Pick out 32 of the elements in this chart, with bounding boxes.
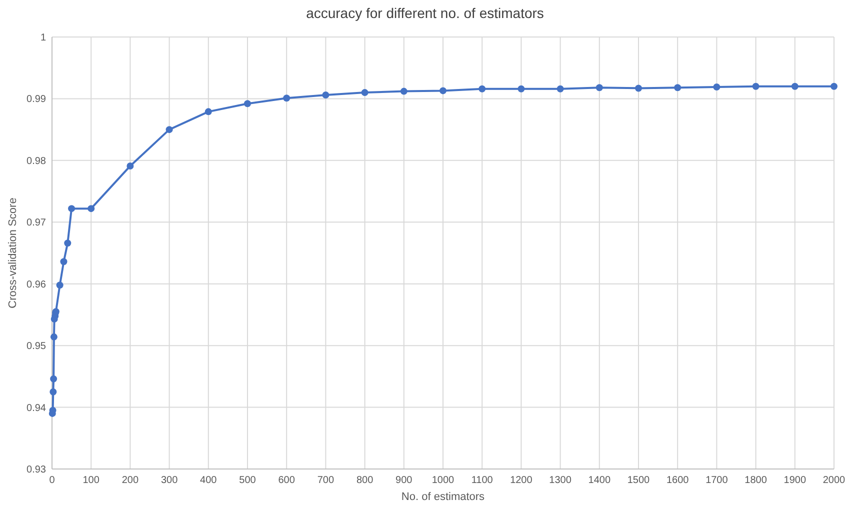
x-axis-title: No. of estimators (401, 491, 486, 503)
x-tick-label: 1300 (549, 475, 572, 486)
x-tick-label: 400 (200, 475, 218, 486)
x-tick-label: 1800 (744, 475, 768, 486)
y-tick-label: 0.96 (26, 279, 46, 290)
y-axis-title: Cross-validation Score (7, 198, 19, 308)
x-tick-label: 300 (160, 475, 178, 486)
x-tick-label: 1900 (784, 475, 806, 486)
y-tick-label: 1 (40, 32, 46, 44)
x-tick-label: 200 (122, 475, 139, 486)
x-tick-label: 500 (239, 475, 256, 486)
y-tick-label: 0.98 (26, 156, 46, 167)
x-tick-label: 800 (356, 475, 374, 486)
x-tick-label: 1200 (510, 475, 533, 486)
x-tick-label: 1000 (432, 475, 455, 486)
x-tick-label: 2000 (822, 475, 846, 486)
x-tick-label: 600 (278, 475, 296, 486)
y-tick-label: 0.95 (26, 341, 46, 352)
x-tick-label: 1400 (588, 475, 611, 486)
chart-title: accuracy for different no. of estimators (306, 5, 544, 21)
y-tick-label: 0.99 (26, 94, 46, 106)
x-tick-label: 1100 (471, 475, 494, 486)
x-tick-label: 700 (317, 475, 334, 486)
x-tick-label: 1700 (706, 475, 728, 486)
x-tick-label: 0 (49, 475, 56, 486)
x-tick-label: 900 (396, 475, 413, 486)
y-tick-label: 0.97 (26, 218, 46, 229)
y-tick-label: 0.94 (26, 402, 46, 414)
x-tick-label: 1600 (666, 475, 690, 486)
x-tick-label: 1500 (627, 475, 650, 486)
x-tick-label: 100 (82, 475, 100, 486)
y-tick-label: 0.93 (26, 464, 46, 476)
